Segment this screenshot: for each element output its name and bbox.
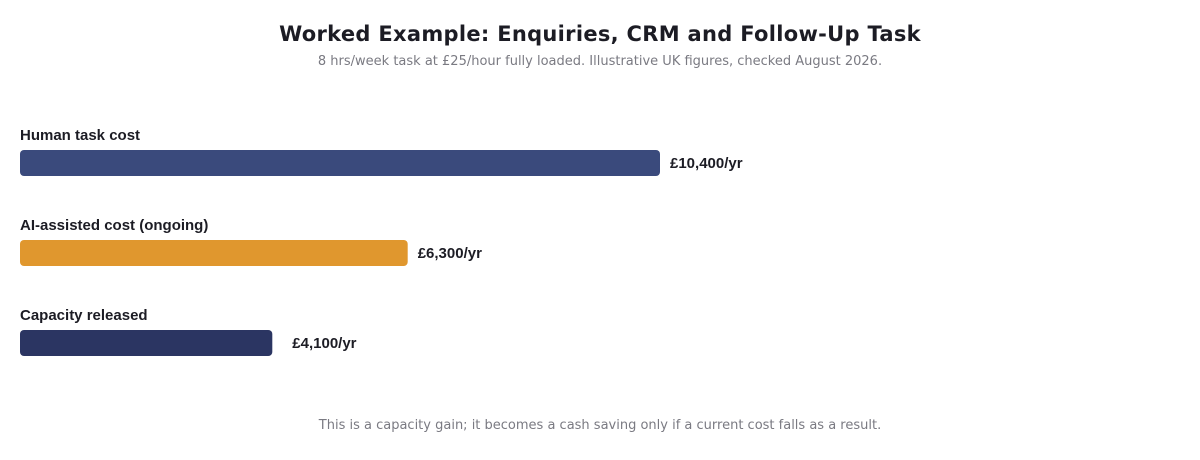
bar-value-label: £4,100/yr <box>292 335 356 352</box>
chart-title: Worked Example: Enquiries, CRM and Follo… <box>279 22 921 46</box>
bar-category-label: Capacity released <box>20 307 148 324</box>
bar <box>20 330 273 356</box>
bar-category-label: Human task cost <box>20 127 140 144</box>
bar <box>20 150 660 176</box>
footnote: This is a capacity gain; it becomes a ca… <box>318 418 882 433</box>
bar <box>20 240 408 266</box>
bar-value-label: £6,300/yr <box>418 245 482 262</box>
bar-category-label: AI-assisted cost (ongoing) <box>20 217 208 234</box>
bar-value-label: £10,400/yr <box>670 155 743 172</box>
chart-subtitle: 8 hrs/week task at £25/hour fully loaded… <box>317 54 883 69</box>
